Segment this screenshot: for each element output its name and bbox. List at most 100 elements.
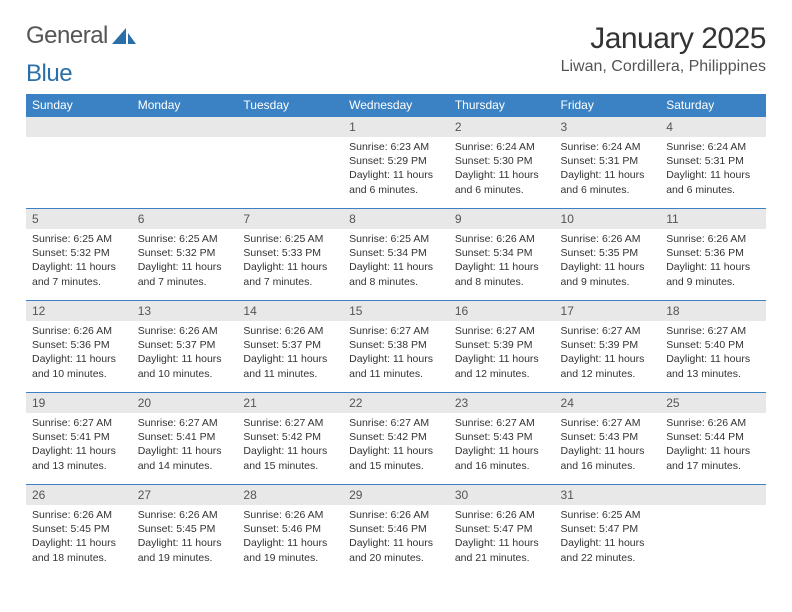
day-cell: 29Sunrise: 6:26 AMSunset: 5:46 PMDayligh… — [343, 485, 449, 577]
day-cell: 25Sunrise: 6:26 AMSunset: 5:44 PMDayligh… — [660, 393, 766, 485]
day-cell: 14Sunrise: 6:26 AMSunset: 5:37 PMDayligh… — [237, 301, 343, 393]
day-number: 19 — [26, 393, 132, 413]
day-cell: 6Sunrise: 6:25 AMSunset: 5:32 PMDaylight… — [132, 209, 238, 301]
day-number: 24 — [555, 393, 661, 413]
week-row: 19Sunrise: 6:27 AMSunset: 5:41 PMDayligh… — [26, 393, 766, 485]
logo-text-2: Blue — [26, 60, 72, 88]
week-row: 5Sunrise: 6:25 AMSunset: 5:32 PMDaylight… — [26, 209, 766, 301]
day-number: 18 — [660, 301, 766, 321]
day-cell: 30Sunrise: 6:26 AMSunset: 5:47 PMDayligh… — [449, 485, 555, 577]
day-cell: 24Sunrise: 6:27 AMSunset: 5:43 PMDayligh… — [555, 393, 661, 485]
day-details: Sunrise: 6:25 AMSunset: 5:32 PMDaylight:… — [132, 229, 238, 293]
day-number: 28 — [237, 485, 343, 505]
day-details: Sunrise: 6:26 AMSunset: 5:46 PMDaylight:… — [237, 505, 343, 569]
day-cell: 26Sunrise: 6:26 AMSunset: 5:45 PMDayligh… — [26, 485, 132, 577]
weekday-header: Monday — [132, 94, 238, 117]
day-cell: 4Sunrise: 6:24 AMSunset: 5:31 PMDaylight… — [660, 117, 766, 209]
day-details — [237, 137, 343, 187]
weekday-header: Sunday — [26, 94, 132, 117]
day-cell: 20Sunrise: 6:27 AMSunset: 5:41 PMDayligh… — [132, 393, 238, 485]
day-number: 22 — [343, 393, 449, 413]
day-number — [26, 117, 132, 137]
day-number: 9 — [449, 209, 555, 229]
day-number: 25 — [660, 393, 766, 413]
day-cell: 17Sunrise: 6:27 AMSunset: 5:39 PMDayligh… — [555, 301, 661, 393]
day-number: 20 — [132, 393, 238, 413]
day-cell: 8Sunrise: 6:25 AMSunset: 5:34 PMDaylight… — [343, 209, 449, 301]
logo: General — [26, 22, 138, 50]
day-details: Sunrise: 6:27 AMSunset: 5:39 PMDaylight:… — [555, 321, 661, 385]
day-number: 15 — [343, 301, 449, 321]
empty-cell — [660, 485, 766, 577]
day-cell: 16Sunrise: 6:27 AMSunset: 5:39 PMDayligh… — [449, 301, 555, 393]
day-number: 7 — [237, 209, 343, 229]
day-cell: 27Sunrise: 6:26 AMSunset: 5:45 PMDayligh… — [132, 485, 238, 577]
day-details: Sunrise: 6:27 AMSunset: 5:41 PMDaylight:… — [26, 413, 132, 477]
day-details: Sunrise: 6:24 AMSunset: 5:30 PMDaylight:… — [449, 137, 555, 201]
day-details: Sunrise: 6:27 AMSunset: 5:43 PMDaylight:… — [555, 413, 661, 477]
day-cell: 18Sunrise: 6:27 AMSunset: 5:40 PMDayligh… — [660, 301, 766, 393]
location-subtitle: Liwan, Cordillera, Philippines — [561, 58, 766, 76]
week-row: 1Sunrise: 6:23 AMSunset: 5:29 PMDaylight… — [26, 117, 766, 209]
day-cell: 5Sunrise: 6:25 AMSunset: 5:32 PMDaylight… — [26, 209, 132, 301]
day-details: Sunrise: 6:24 AMSunset: 5:31 PMDaylight:… — [660, 137, 766, 201]
day-number: 14 — [237, 301, 343, 321]
day-number: 2 — [449, 117, 555, 137]
day-cell: 21Sunrise: 6:27 AMSunset: 5:42 PMDayligh… — [237, 393, 343, 485]
empty-cell — [26, 117, 132, 209]
day-cell: 15Sunrise: 6:27 AMSunset: 5:38 PMDayligh… — [343, 301, 449, 393]
day-details: Sunrise: 6:27 AMSunset: 5:39 PMDaylight:… — [449, 321, 555, 385]
day-cell: 12Sunrise: 6:26 AMSunset: 5:36 PMDayligh… — [26, 301, 132, 393]
day-number: 27 — [132, 485, 238, 505]
day-details: Sunrise: 6:27 AMSunset: 5:40 PMDaylight:… — [660, 321, 766, 385]
weekday-header: Friday — [555, 94, 661, 117]
day-number: 23 — [449, 393, 555, 413]
day-details: Sunrise: 6:27 AMSunset: 5:42 PMDaylight:… — [343, 413, 449, 477]
day-cell: 11Sunrise: 6:26 AMSunset: 5:36 PMDayligh… — [660, 209, 766, 301]
day-details: Sunrise: 6:27 AMSunset: 5:42 PMDaylight:… — [237, 413, 343, 477]
day-number: 4 — [660, 117, 766, 137]
day-cell: 3Sunrise: 6:24 AMSunset: 5:31 PMDaylight… — [555, 117, 661, 209]
weekday-header: Tuesday — [237, 94, 343, 117]
day-number — [132, 117, 238, 137]
weekday-header-row: SundayMondayTuesdayWednesdayThursdayFrid… — [26, 94, 766, 117]
day-number: 12 — [26, 301, 132, 321]
day-number: 8 — [343, 209, 449, 229]
day-cell: 19Sunrise: 6:27 AMSunset: 5:41 PMDayligh… — [26, 393, 132, 485]
day-details: Sunrise: 6:26 AMSunset: 5:36 PMDaylight:… — [26, 321, 132, 385]
day-number: 3 — [555, 117, 661, 137]
empty-cell — [237, 117, 343, 209]
week-row: 12Sunrise: 6:26 AMSunset: 5:36 PMDayligh… — [26, 301, 766, 393]
calendar-table: SundayMondayTuesdayWednesdayThursdayFrid… — [26, 94, 766, 577]
day-cell: 1Sunrise: 6:23 AMSunset: 5:29 PMDaylight… — [343, 117, 449, 209]
day-details: Sunrise: 6:26 AMSunset: 5:46 PMDaylight:… — [343, 505, 449, 569]
day-number: 21 — [237, 393, 343, 413]
day-number: 31 — [555, 485, 661, 505]
month-title: January 2025 — [561, 22, 766, 56]
weekday-header: Wednesday — [343, 94, 449, 117]
day-details: Sunrise: 6:26 AMSunset: 5:45 PMDaylight:… — [26, 505, 132, 569]
day-details: Sunrise: 6:26 AMSunset: 5:44 PMDaylight:… — [660, 413, 766, 477]
day-details: Sunrise: 6:26 AMSunset: 5:47 PMDaylight:… — [449, 505, 555, 569]
day-details: Sunrise: 6:25 AMSunset: 5:32 PMDaylight:… — [26, 229, 132, 293]
week-row: 26Sunrise: 6:26 AMSunset: 5:45 PMDayligh… — [26, 485, 766, 577]
day-cell: 10Sunrise: 6:26 AMSunset: 5:35 PMDayligh… — [555, 209, 661, 301]
day-number: 17 — [555, 301, 661, 321]
day-details: Sunrise: 6:26 AMSunset: 5:36 PMDaylight:… — [660, 229, 766, 293]
day-cell: 7Sunrise: 6:25 AMSunset: 5:33 PMDaylight… — [237, 209, 343, 301]
day-details: Sunrise: 6:26 AMSunset: 5:34 PMDaylight:… — [449, 229, 555, 293]
day-details: Sunrise: 6:24 AMSunset: 5:31 PMDaylight:… — [555, 137, 661, 201]
day-number: 26 — [26, 485, 132, 505]
day-details: Sunrise: 6:26 AMSunset: 5:45 PMDaylight:… — [132, 505, 238, 569]
day-details — [132, 137, 238, 187]
day-number: 16 — [449, 301, 555, 321]
day-details: Sunrise: 6:27 AMSunset: 5:41 PMDaylight:… — [132, 413, 238, 477]
day-number — [660, 485, 766, 505]
day-details: Sunrise: 6:26 AMSunset: 5:37 PMDaylight:… — [132, 321, 238, 385]
day-cell: 2Sunrise: 6:24 AMSunset: 5:30 PMDaylight… — [449, 117, 555, 209]
day-cell: 31Sunrise: 6:25 AMSunset: 5:47 PMDayligh… — [555, 485, 661, 577]
weekday-header: Thursday — [449, 94, 555, 117]
day-details: Sunrise: 6:27 AMSunset: 5:43 PMDaylight:… — [449, 413, 555, 477]
day-details — [660, 505, 766, 555]
day-number: 6 — [132, 209, 238, 229]
